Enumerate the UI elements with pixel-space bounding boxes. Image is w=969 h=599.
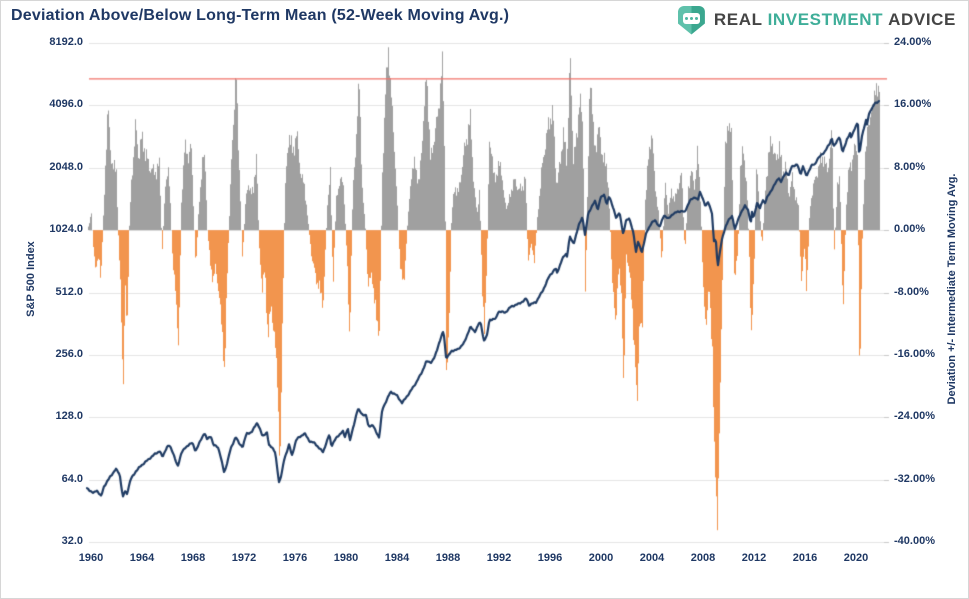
x-axis-tick: 2016	[792, 552, 818, 564]
x-axis-tick: 2000	[588, 552, 614, 564]
x-axis-tick: 1996	[537, 552, 563, 564]
left-axis-tick: 256.0	[55, 347, 83, 360]
shield-dots-icon	[677, 5, 705, 35]
x-axis-tick: 1988	[435, 552, 461, 564]
right-axis-title: Deviation +/- Intermediate Term Moving A…	[946, 173, 958, 405]
right-axis-tick: -40.00%	[894, 535, 935, 547]
x-axis-tick: 2008	[690, 552, 716, 564]
x-axis-tick: 1964	[129, 552, 155, 564]
left-axis-tick: 64.0	[61, 472, 83, 485]
x-axis-tick: 1968	[180, 552, 206, 564]
right-axis-tick: 24.00%	[894, 36, 932, 48]
right-axis-tick: 8.00%	[894, 160, 926, 173]
logo-word-advice: ADVICE	[888, 10, 956, 29]
x-axis-tick: 1992	[486, 552, 512, 564]
x-axis-tick: 1972	[231, 552, 257, 564]
left-axis-tick: 512.0	[55, 285, 83, 298]
left-axis-title: S&P 500 Index	[25, 241, 37, 317]
right-axis-tick: -24.00%	[894, 410, 935, 423]
left-axis-tick: 8192.0	[49, 36, 83, 48]
left-axis-tick: 1024.0	[49, 223, 83, 236]
brand-logo-text: REAL INVESTMENT ADVICE	[714, 10, 956, 30]
right-axis-tick: -8.00%	[894, 285, 929, 298]
chart-title: Deviation Above/Below Long-Term Mean (52…	[11, 7, 510, 24]
left-axis-tick: 32.0	[61, 535, 83, 547]
left-axis-tick: 4096.0	[49, 98, 83, 111]
x-axis-tick: 2020	[843, 552, 869, 564]
logo-word-real: REAL	[713, 10, 763, 29]
x-axis-tick: 1960	[78, 552, 104, 564]
left-axis-tick: 2048.0	[49, 160, 83, 173]
brand-logo: REAL INVESTMENT ADVICE	[677, 5, 956, 35]
x-axis-tick: 2004	[639, 552, 665, 564]
right-axis-tick: 0.00%	[894, 223, 926, 236]
logo-word-investment: INVESTMENT	[767, 10, 884, 29]
right-axis-tick: 16.00%	[894, 98, 932, 111]
x-axis-tick: 2012	[741, 552, 767, 564]
x-axis-tick: 1980	[333, 552, 359, 564]
left-axis-tick: 128.0	[55, 410, 83, 423]
right-axis-tick: -16.00%	[894, 347, 935, 360]
right-axis-tick: -32.00%	[894, 472, 935, 485]
x-axis-tick: 1984	[384, 552, 410, 564]
x-axis-tick: 1976	[282, 552, 308, 564]
